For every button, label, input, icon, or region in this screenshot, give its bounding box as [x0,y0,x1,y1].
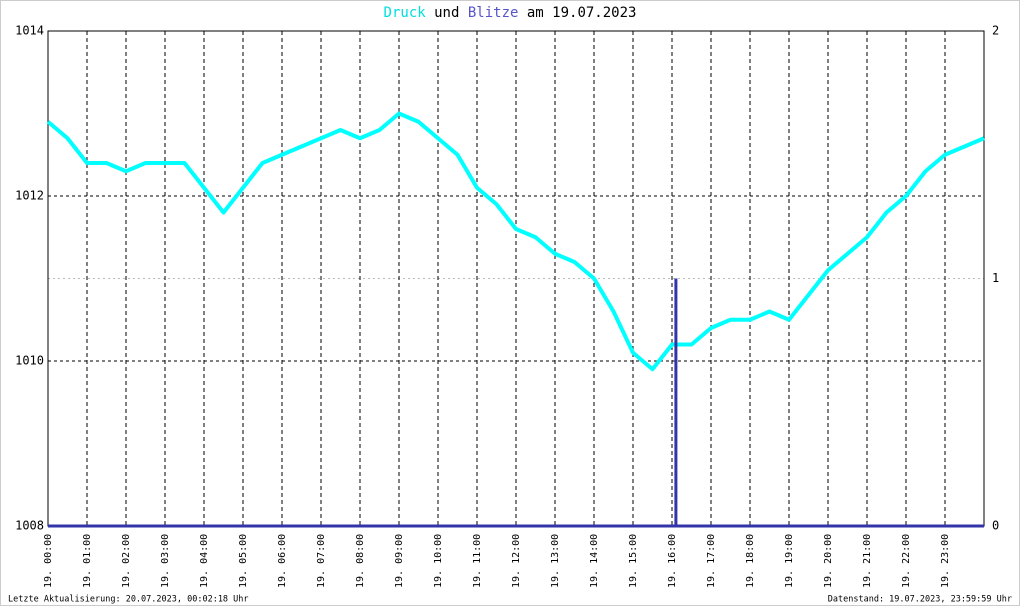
x-tick-label: 19. 18:00 [745,534,756,588]
chart-title: Druck und Blitze am 19.07.2023 [384,5,637,21]
x-tick-label: 19. 15:00 [628,534,639,588]
x-tick-label: 19. 12:00 [511,534,522,588]
title-series-1: Druck [384,5,427,21]
x-tick-label: 19. 13:00 [550,534,561,588]
y-tick-label: 1012 [15,189,44,203]
y2-tick-label: 2 [992,24,999,38]
y2-tick-label: 1 [992,271,999,285]
y-tick-label: 1010 [15,354,44,368]
x-tick-label: 19. 05:00 [238,534,249,588]
title-middle: und [434,5,459,21]
x-tick-label: 19. 10:00 [433,534,444,588]
x-tick-label: 19. 06:00 [277,534,288,588]
y2-tick-label: 0 [992,519,999,533]
x-tick-label: 19. 16:00 [667,534,678,588]
title-date: am 19.07.2023 [527,5,637,21]
x-tick-label: 19. 08:00 [355,534,366,588]
x-tick-label: 19. 03:00 [160,534,171,588]
x-tick-label: 19. 04:00 [199,534,210,588]
x-tick-label: 19. 01:00 [82,534,93,588]
footer-right: Datenstand: 19.07.2023, 23:59:59 Uhr [828,595,1012,605]
x-tick-label: 19. 00:00 [43,534,54,588]
x-tick-label: 19. 14:00 [589,534,600,588]
x-tick-label: 19. 07:00 [316,534,327,588]
lightning-bar [674,278,678,526]
x-tick-label: 19. 23:00 [940,534,951,588]
pressure-line [46,111,985,372]
x-tick-label: 19. 20:00 [823,534,834,588]
x-tick-label: 19. 02:00 [121,534,132,588]
x-tick-label: 19. 17:00 [706,534,717,588]
x-tick-label: 19. 19:00 [784,534,795,588]
x-tick-label: 19. 21:00 [862,534,873,588]
y-tick-label: 1008 [15,519,44,533]
x-tick-label: 19. 22:00 [901,534,912,588]
title-series-2: Blitze [468,5,519,21]
x-tick-label: 19. 11:00 [472,534,483,588]
x-tick-label: 19. 09:00 [394,534,405,588]
y-tick-label: 1014 [15,24,44,38]
footer-left: Letzte Aktualisierung: 20.07.2023, 00:02… [8,595,249,605]
